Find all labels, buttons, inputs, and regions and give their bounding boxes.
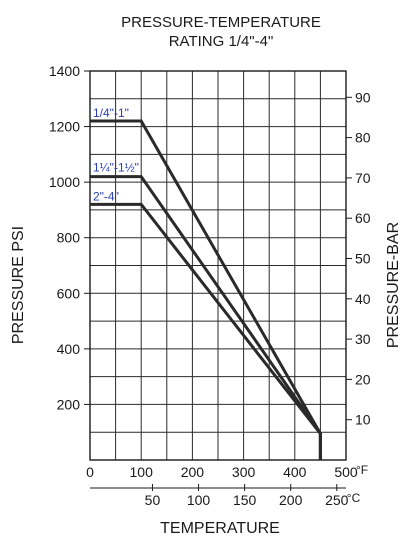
series-labels: 1/4"-1" 1¼"-1½" 2"-4"	[93, 106, 139, 203]
y-tick-label-right: 90	[355, 89, 371, 105]
series-label: 1/4"-1"	[93, 106, 129, 120]
x-tick-label-c: 100	[187, 492, 211, 508]
series-line	[90, 202, 322, 460]
y-tick-label-left: 1400	[49, 63, 80, 79]
tick-labels: 2004006008001000120014001020304050607080…	[49, 63, 371, 508]
series-line	[90, 175, 322, 460]
y-tick-label-left: 400	[57, 341, 81, 357]
y-tick-label-left: 600	[57, 285, 81, 301]
x-tick-label-f: 300	[232, 464, 256, 480]
x-axis-title: TEMPERATURE	[160, 520, 280, 537]
y-tick-label-right: 10	[355, 412, 371, 428]
chart-title-line2: RATING 1/4"-4"	[169, 33, 274, 50]
chart-title-line1: PRESSURE-TEMPERATURE	[121, 14, 321, 31]
y-tick-label-left: 1000	[49, 174, 80, 190]
series-label: 1¼"-1½"	[93, 161, 139, 175]
series-label: 2"-4"	[93, 189, 119, 203]
grid	[90, 71, 346, 460]
y-tick-label-right: 30	[355, 331, 371, 347]
y-axis-left-title: PRESSURE PSI	[10, 226, 27, 344]
x-tick-label-c: 50	[145, 492, 161, 508]
y-tick-label-right: 40	[355, 291, 371, 307]
series-lines	[90, 119, 322, 460]
x-unit-f: °F	[356, 463, 368, 477]
y-axis-right-title: PRESSURE-BAR	[385, 222, 402, 348]
y-tick-label-left: 800	[57, 230, 81, 246]
x-unit-c: °C	[347, 491, 361, 505]
x-tick-label-f: 0	[86, 464, 94, 480]
x-tick-label-c: 250	[325, 492, 349, 508]
y-tick-label-left: 200	[57, 396, 81, 412]
x-tick-label-f: 400	[283, 464, 307, 480]
y-tick-label-right: 80	[355, 130, 371, 146]
x-tick-label-f: 500	[334, 464, 358, 480]
plot-border	[89, 70, 347, 461]
y-tick-label-right: 70	[355, 170, 371, 186]
x-tick-label-c: 150	[233, 492, 257, 508]
y-tick-label-right: 20	[355, 371, 371, 387]
x-tick-label-f: 200	[181, 464, 205, 480]
y-tick-label-right: 60	[355, 210, 371, 226]
plot-frame	[89, 70, 347, 461]
x-tick-label-c: 200	[279, 492, 303, 508]
x-tick-label-f: 100	[130, 464, 154, 480]
y-tick-label-right: 50	[355, 251, 371, 267]
y-tick-label-left: 1200	[49, 119, 80, 135]
